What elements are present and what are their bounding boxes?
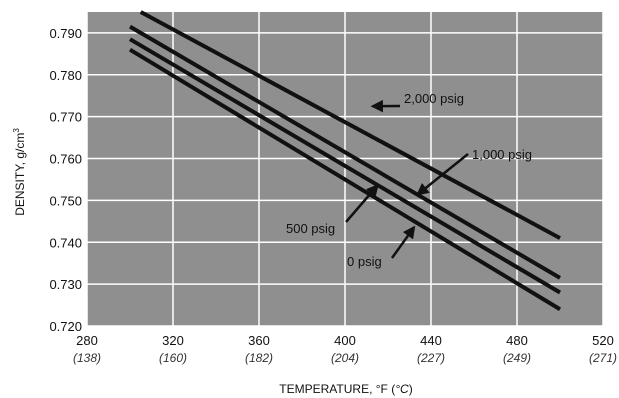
x-tick-label-celsius: (138) <box>73 351 101 365</box>
series-line <box>128 24 562 280</box>
x-tick-label: 360 <box>248 333 270 348</box>
x-tick-label: 440 <box>420 333 442 348</box>
series-annotation-label: 1,000 psig <box>472 147 532 162</box>
series-line <box>139 10 561 240</box>
x-tick-label-celsius: (204) <box>331 351 359 365</box>
series-annotation-label: 500 psig <box>286 221 335 236</box>
x-tick-label: 520 <box>592 333 614 348</box>
x-axis-ticks: 280 (138) 320 (160) 360 (182) 400 (204) 440 (227)… <box>73 333 617 365</box>
x-tick-label-celsius: (249) <box>503 351 531 365</box>
series-annotation-label: 2,000 psig <box>404 91 464 106</box>
x-axis-label: TEMPERATURE, °F (°C) <box>279 382 412 396</box>
x-tick-label-celsius: (271) <box>589 351 617 365</box>
annotation-arrow <box>390 225 416 259</box>
x-tick-label-celsius: (182) <box>245 351 273 365</box>
series-line <box>128 37 562 295</box>
x-tick-label: 280 <box>76 333 98 348</box>
y-tick-label: 0.750 <box>49 193 82 208</box>
x-tick-label: 400 <box>334 333 356 348</box>
x-tick-label: 480 <box>506 333 528 348</box>
series-line <box>128 47 562 311</box>
annotation-arrow <box>416 153 469 196</box>
y-tick-label: 0.760 <box>49 152 82 167</box>
y-axis-ticks: 0.720 0.730 0.740 0.750 0.760 0.770 0.780 0.790 <box>49 26 82 334</box>
y-tick-label: 0.730 <box>49 277 82 292</box>
series-lines <box>128 10 562 311</box>
y-tick-label: 0.770 <box>49 110 82 125</box>
x-tick-label-celsius: (160) <box>159 351 187 365</box>
series-annotations: 2,000 psig 1,000 psig 500 psig 0 psig <box>286 91 532 269</box>
y-tick-label: 0.720 <box>49 319 82 334</box>
x-tick-label: 320 <box>162 333 184 348</box>
y-axis-label: DENSITY, g/cm3 <box>12 128 27 216</box>
annotation-arrow <box>345 183 379 223</box>
y-tick-label: 0.790 <box>49 26 82 41</box>
x-tick-label-celsius: (227) <box>417 351 445 365</box>
y-tick-label: 0.740 <box>49 235 82 250</box>
y-tick-label: 0.780 <box>49 68 82 83</box>
grid-lines <box>86 12 604 327</box>
series-annotation-label: 0 psig <box>347 254 382 269</box>
